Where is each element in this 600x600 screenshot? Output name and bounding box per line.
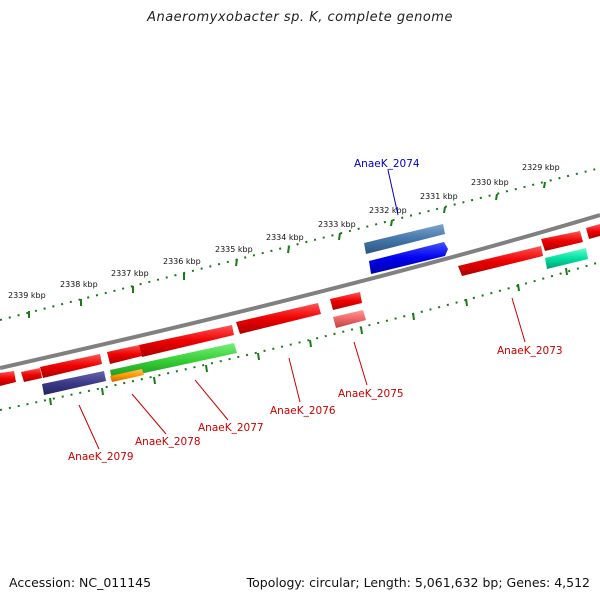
cds-feature: [139, 325, 234, 357]
tick-label: 2334 kbp: [266, 233, 304, 242]
cds-feature: [333, 310, 366, 328]
cds-feature: [458, 246, 543, 276]
cds-feature: [545, 248, 588, 269]
gene-label-anaek-2073[interactable]: AnaeK_2073: [497, 345, 563, 357]
tick-label: 2329 kbp: [522, 163, 560, 172]
cds-feature: [236, 303, 321, 334]
tick-label: 2332 kbp: [369, 206, 407, 215]
forward-features: [0, 224, 600, 395]
cds-feature: [0, 371, 16, 386]
cds-feature: [110, 369, 144, 382]
gene-label-anaek-2077[interactable]: AnaeK_2077: [198, 422, 264, 434]
cds-feature: [369, 242, 448, 274]
gene-label-anaek-2079[interactable]: AnaeK_2079: [68, 451, 134, 463]
cds-feature: [586, 224, 600, 239]
cds-feature: [107, 345, 142, 364]
gene-label-anaek-2076[interactable]: AnaeK_2076: [270, 405, 336, 417]
genome-backbone: [0, 213, 600, 370]
tick-label: 2331 kbp: [420, 192, 458, 201]
cds-feature: [541, 231, 583, 251]
gene-labels: AnaeK_2074 AnaeK_2073 AnaeK_2075 AnaeK_2…: [68, 158, 563, 463]
cds-feature: [21, 368, 42, 382]
inner-major-ticks: [49, 267, 568, 406]
tick-label: 2330 kbp: [471, 178, 509, 187]
cds-feature: [42, 371, 106, 395]
gene-label-anaek-2075[interactable]: AnaeK_2075: [338, 388, 404, 400]
gene-label-anaek-2074[interactable]: AnaeK_2074: [354, 158, 420, 170]
inner-tick-ring: [0, 261, 600, 411]
tick-label: 2338 kbp: [60, 280, 98, 289]
tick-label: 2339 kbp: [8, 291, 46, 300]
map-title: Anaeromyxobacter sp. K, complete genome: [147, 10, 453, 25]
tick-label: 2336 kbp: [163, 257, 201, 266]
tick-label: 2335 kbp: [215, 245, 253, 254]
tick-labels: 2329 kbp 2330 kbp 2331 kbp 2332 kbp 2333…: [8, 163, 560, 300]
tick-label: 2337 kbp: [111, 269, 149, 278]
genome-summary-text: Topology: circular; Length: 5,061,632 bp…: [246, 575, 590, 590]
cds-feature: [40, 354, 102, 378]
gene-label-anaek-2078[interactable]: AnaeK_2078: [135, 436, 201, 448]
label-leaders: [78, 169, 526, 450]
cds-feature: [330, 292, 362, 310]
accession-text: Accession: NC_011145: [9, 575, 152, 590]
cds-feature: [364, 224, 445, 254]
tick-label: 2333 kbp: [318, 220, 356, 229]
outer-major-ticks: [28, 181, 546, 318]
